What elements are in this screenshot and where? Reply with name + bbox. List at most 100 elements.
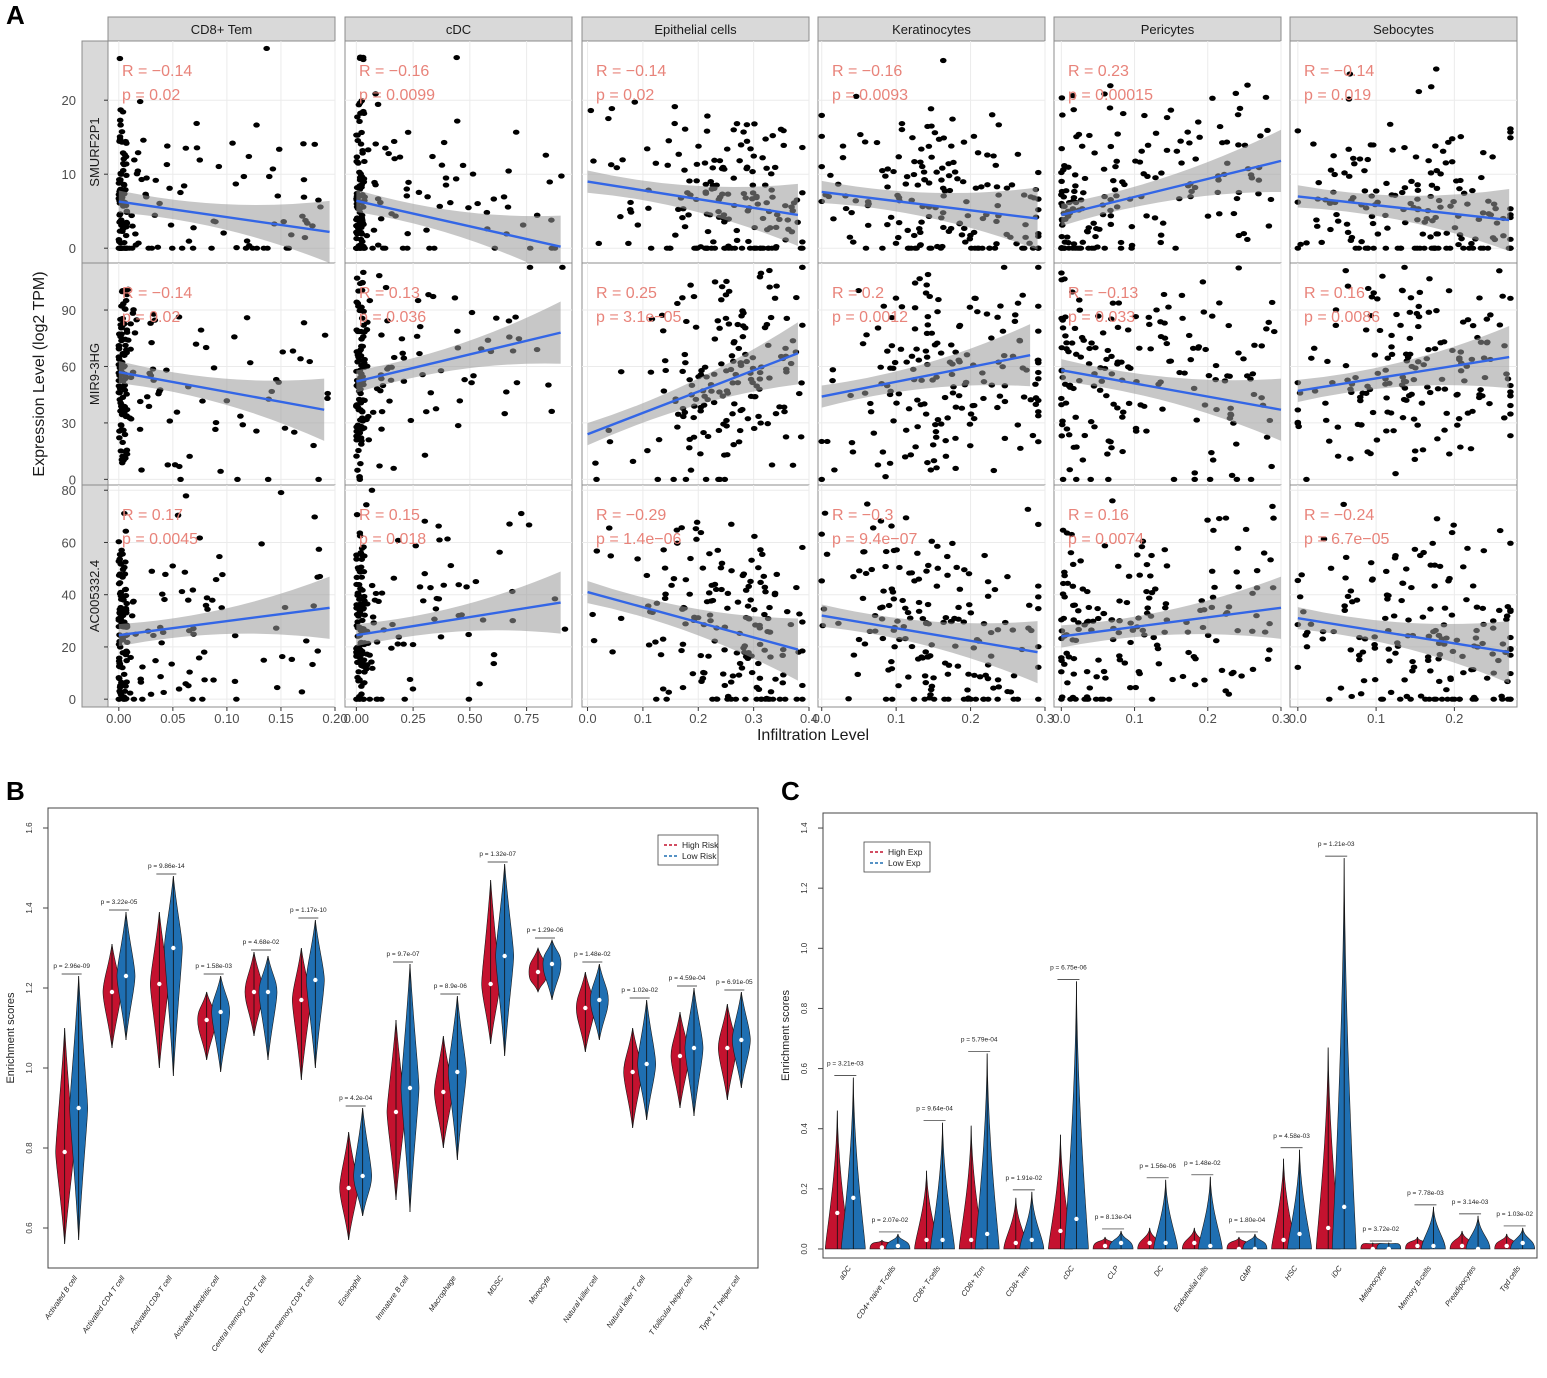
y-tick-label: 0.2	[800, 1183, 809, 1195]
scatter-point	[750, 425, 758, 432]
scatter-facet-cell: R = 0.23p = 0.00015	[1053, 40, 1282, 264]
x-tick-label: 0.25	[400, 711, 425, 726]
scatter-point	[1104, 347, 1112, 354]
scatter-point	[955, 604, 962, 610]
scatter-point	[930, 675, 937, 681]
violin-median-low	[123, 973, 129, 979]
scatter-point	[1319, 636, 1327, 642]
correlation-r-label: R = 0.25	[596, 285, 657, 302]
scatter-point	[1176, 369, 1183, 376]
scatter-point	[243, 315, 251, 321]
violin-median-high	[1192, 1240, 1197, 1246]
scatter-point	[702, 476, 710, 482]
regression-line	[118, 200, 330, 234]
scatter-point	[1342, 268, 1350, 274]
scatter-point	[199, 696, 206, 702]
pvalue-label: p = 1.80e-04	[1229, 1217, 1266, 1224]
scatter-point	[799, 544, 806, 551]
scatter-point	[1392, 650, 1399, 656]
scatter-point	[1381, 615, 1389, 621]
scatter-point	[117, 589, 125, 595]
scatter-point	[855, 636, 863, 643]
scatter-point	[679, 215, 686, 221]
scatter-point	[960, 696, 968, 702]
scatter-point	[1427, 84, 1435, 90]
scatter-point	[150, 311, 157, 317]
scatter-point	[1397, 322, 1404, 328]
scatter-point	[215, 163, 223, 170]
scatter-point	[1104, 451, 1111, 457]
scatter-point	[121, 510, 128, 517]
scatter-point	[908, 353, 916, 359]
scatter-point	[643, 572, 651, 579]
correlation-p-label: p = 0.02	[122, 87, 180, 104]
scatter-point	[1035, 696, 1042, 702]
scatter-point	[1065, 245, 1073, 251]
x-tick-label: 0.05	[160, 711, 185, 726]
scatter-point	[210, 677, 217, 683]
scatter-point	[416, 350, 423, 357]
scatter-point	[879, 168, 886, 174]
scatter-point	[358, 304, 365, 310]
scatter-point	[945, 696, 952, 702]
scatter-point	[735, 439, 743, 445]
scatter-point	[879, 635, 887, 642]
scatter-point	[930, 458, 938, 464]
scatter-point	[771, 592, 779, 598]
scatter-point	[1325, 438, 1333, 444]
scatter-point	[116, 218, 124, 225]
scatter-point	[980, 696, 987, 702]
x-tick-label: 0.50	[457, 711, 482, 726]
scatter-point	[427, 390, 435, 396]
scatter-point	[1371, 645, 1379, 651]
scatter-point	[1270, 328, 1278, 335]
scatter-point	[437, 634, 445, 640]
scatter-point	[818, 578, 826, 584]
scatter-point	[1100, 668, 1108, 675]
correlation-p-label: p = 1.4e−06	[596, 531, 682, 548]
scatter-point	[1496, 527, 1504, 534]
scatter-point	[1490, 696, 1498, 702]
scatter-point	[145, 245, 152, 251]
scatter-point	[123, 658, 130, 664]
facet-row-label: SMURF2P1	[87, 117, 102, 186]
scatter-point	[1458, 236, 1465, 242]
scatter-point	[324, 390, 332, 397]
scatter-point	[315, 546, 323, 552]
scatter-point	[1209, 594, 1217, 600]
scatter-point	[239, 422, 247, 428]
scatter-point	[175, 686, 183, 692]
scatter-point	[1464, 317, 1472, 323]
scatter-point	[737, 142, 745, 148]
scatter-point	[715, 476, 722, 482]
scatter-point	[905, 674, 912, 680]
scatter-point	[983, 311, 991, 317]
scatter-point	[971, 672, 978, 678]
scatter-point	[1065, 164, 1072, 170]
y-tick-label: 1.4	[800, 822, 809, 834]
scatter-point	[1102, 675, 1109, 681]
scatter-point	[1224, 373, 1231, 379]
scatter-point	[390, 575, 398, 581]
scatter-point	[121, 336, 129, 342]
scatter-point	[1103, 356, 1110, 362]
scatter-point	[1132, 313, 1140, 320]
scatter-point	[1001, 435, 1009, 441]
scatter-point	[456, 398, 464, 404]
scatter-point	[121, 431, 129, 438]
scatter-point	[314, 648, 322, 654]
scatter-point	[118, 547, 125, 553]
scatter-point	[1448, 529, 1456, 536]
scatter-point	[1427, 170, 1435, 176]
category-label: iDC	[1329, 1264, 1344, 1280]
scatter-point	[1469, 188, 1476, 194]
scatter-point	[359, 587, 366, 593]
scatter-point	[763, 165, 770, 171]
scatter-point	[1383, 395, 1390, 401]
scatter-point	[721, 245, 728, 251]
scatter-point	[492, 315, 500, 321]
violin-median-low	[1431, 1243, 1436, 1249]
scatter-point	[1144, 605, 1151, 611]
scatter-point	[1333, 211, 1340, 218]
